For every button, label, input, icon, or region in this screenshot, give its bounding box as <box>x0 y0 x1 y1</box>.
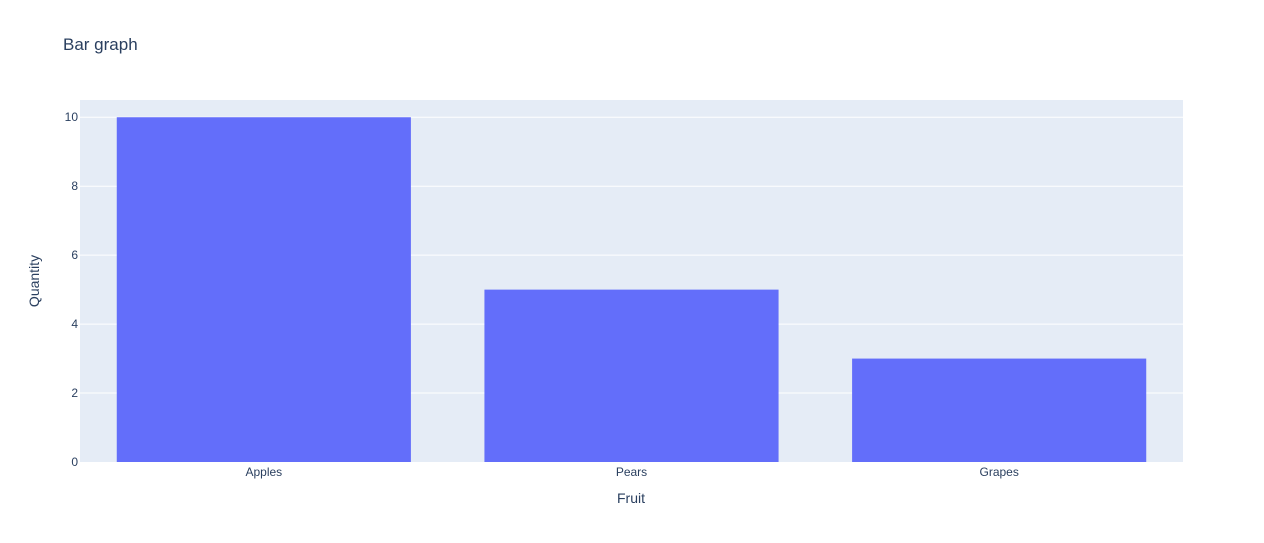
y-axis-title: Quantity <box>26 255 42 307</box>
x-tick-label: Apples <box>245 465 282 479</box>
bar-apples <box>116 117 411 462</box>
y-tick-label: 4 <box>71 317 78 331</box>
y-tick-label: 0 <box>71 455 78 469</box>
bars <box>116 117 1147 462</box>
x-tick-label: Grapes <box>979 465 1018 479</box>
y-tick-label: 10 <box>65 110 79 124</box>
bar-pears <box>484 289 779 462</box>
x-axis-ticks: Apples Pears Grapes <box>245 465 1018 479</box>
y-tick-label: 6 <box>71 248 78 262</box>
y-tick-label: 2 <box>71 386 78 400</box>
x-tick-label: Pears <box>616 465 647 479</box>
chart-title: Bar graph <box>63 35 138 54</box>
x-axis-title: Fruit <box>617 490 645 506</box>
bar-grapes <box>852 358 1147 462</box>
y-axis-ticks: 0 2 4 6 8 10 <box>65 110 79 469</box>
y-tick-label: 8 <box>71 179 78 193</box>
